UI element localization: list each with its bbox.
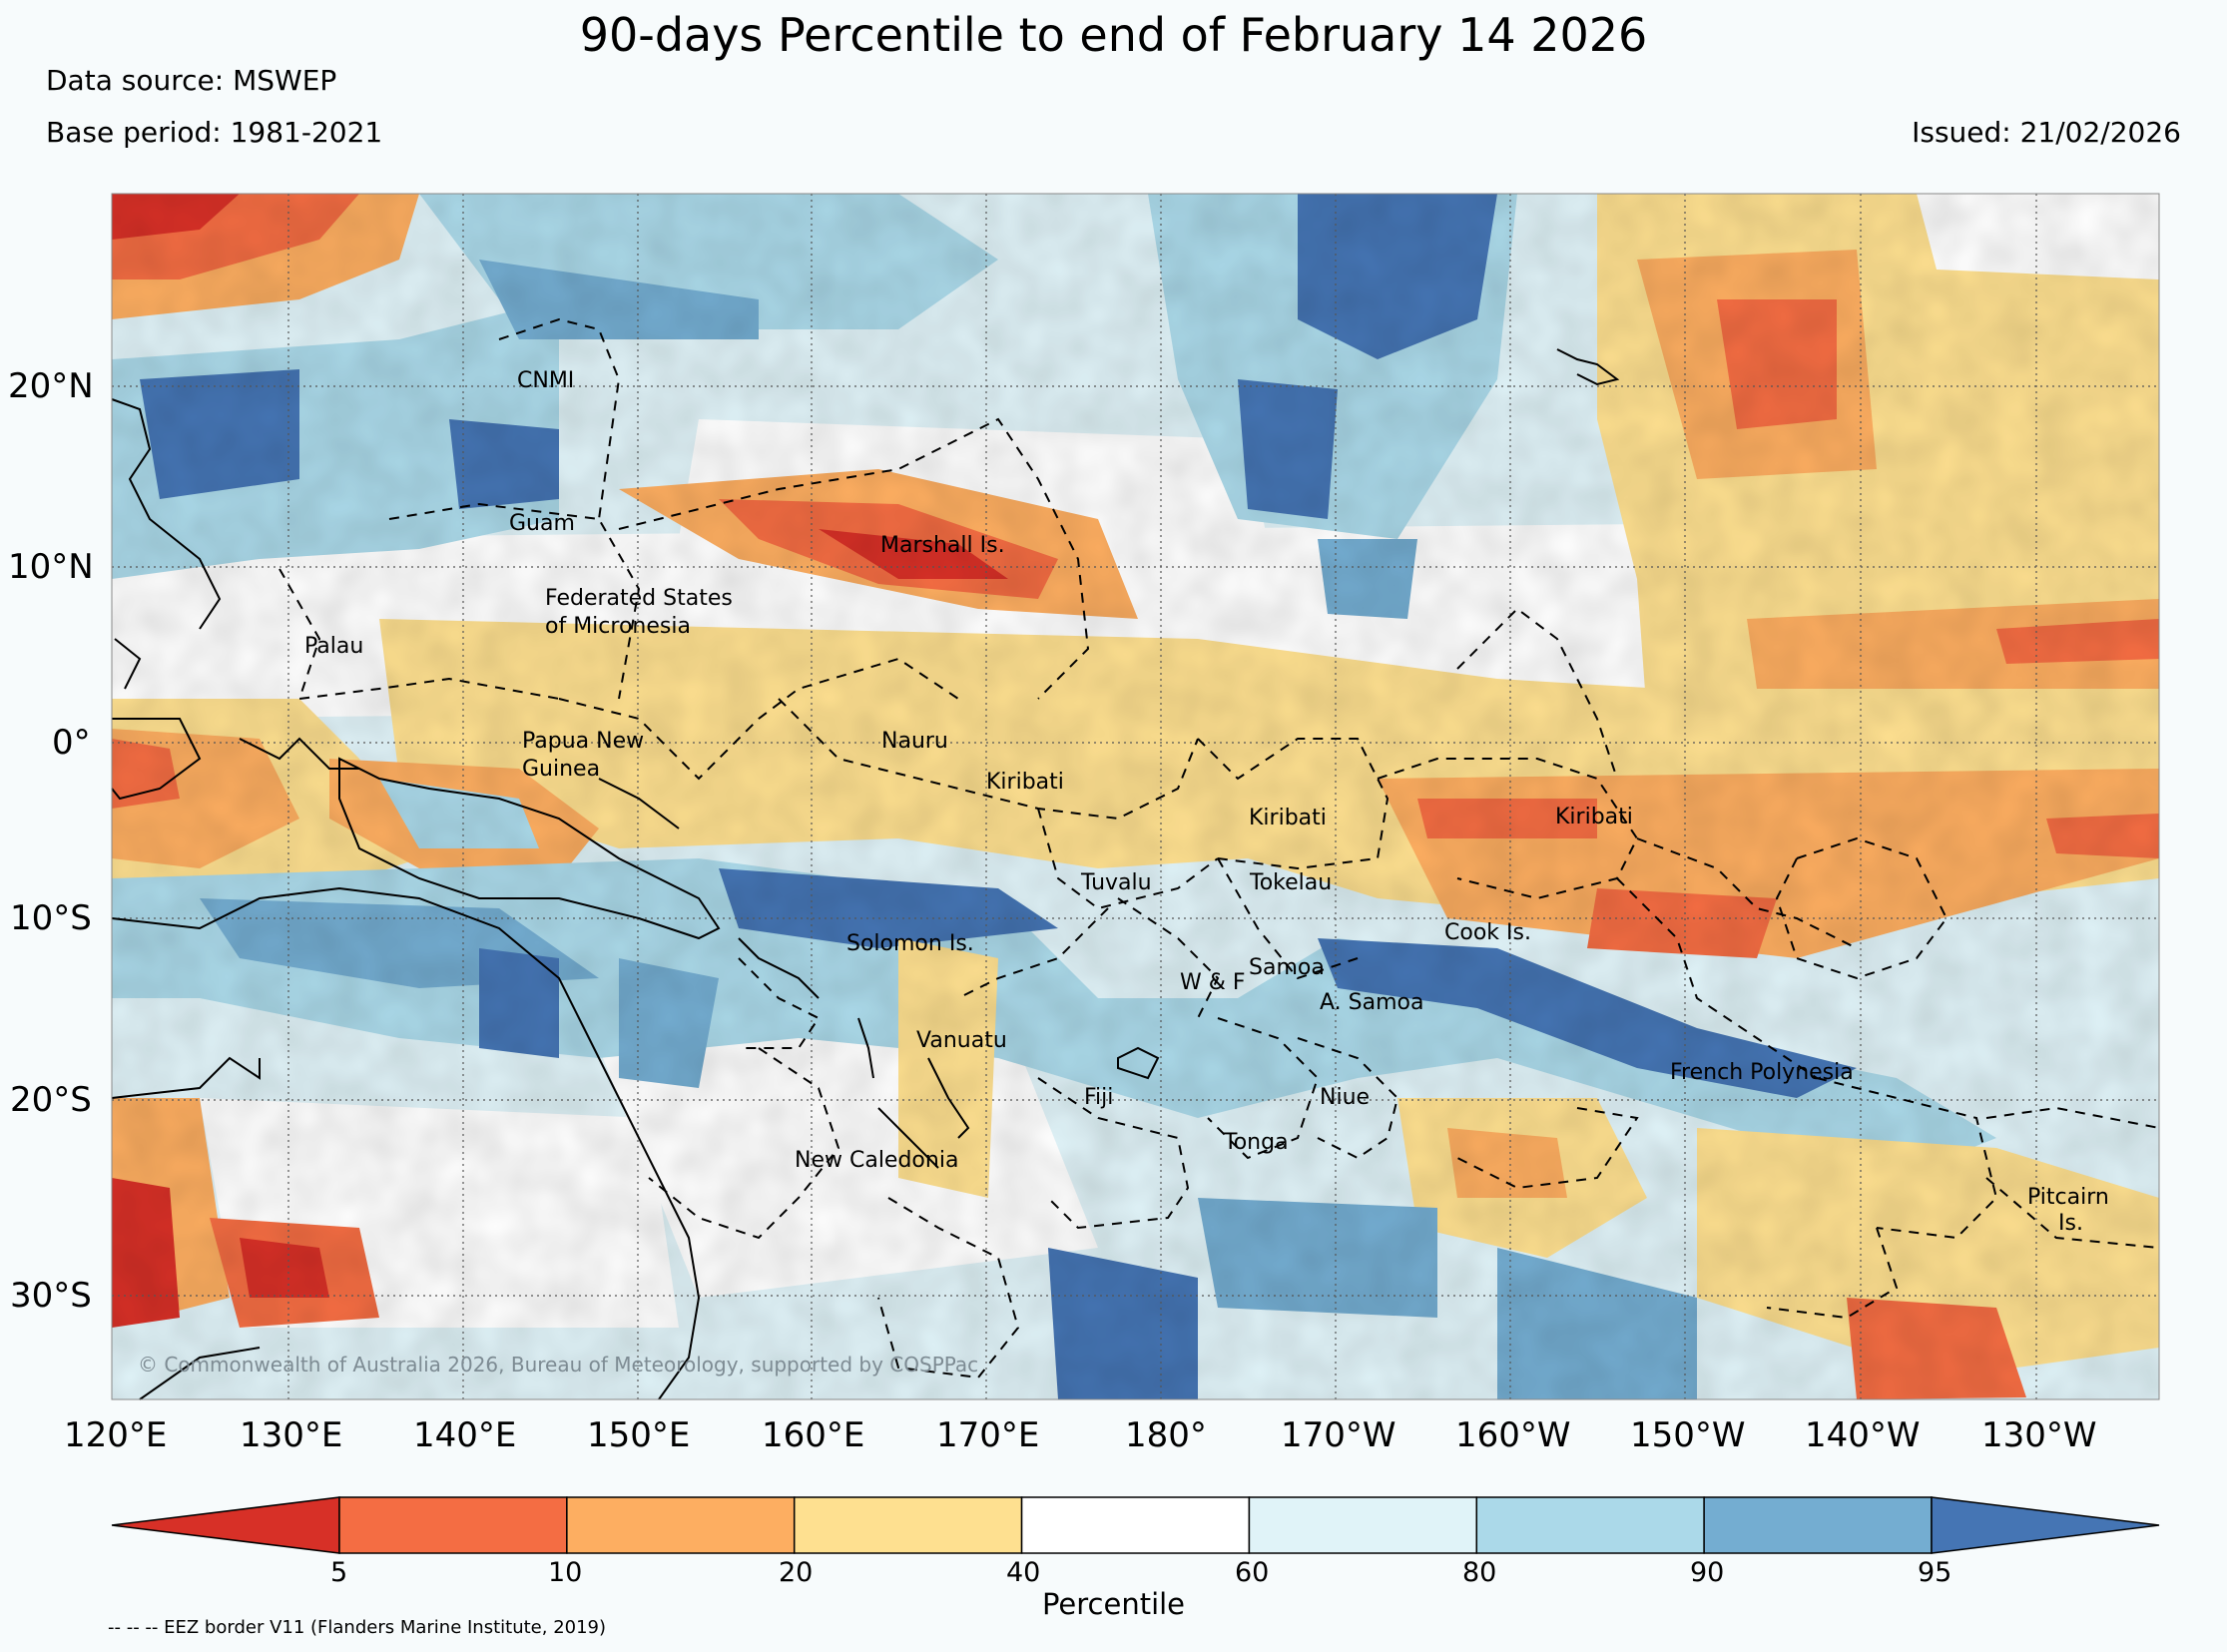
lon-tick-180: 180° — [1125, 1415, 1207, 1455]
lon-tick-160w: 160°W — [1455, 1415, 1571, 1455]
place-pitcairn-line1: Pitcairn — [2027, 1185, 2109, 1210]
place-marshall-is: Marshall Is. — [880, 533, 1005, 558]
place-fsm-line1: Federated States — [545, 586, 733, 611]
cb-tick-20: 20 — [779, 1557, 814, 1588]
cb-tick-90: 90 — [1690, 1557, 1725, 1588]
cb-tick-5: 5 — [330, 1557, 348, 1588]
place-cook-is: Cook Is. — [1444, 920, 1531, 945]
place-nauru: Nauru — [881, 729, 948, 754]
place-png-line1: Papua New — [522, 729, 644, 754]
lon-tick-150w: 150°W — [1630, 1415, 1746, 1455]
lat-tick-0: 0° — [52, 723, 91, 763]
place-french-polynesia: French Polynesia — [1670, 1060, 1854, 1085]
lat-tick-20n: 20°N — [8, 366, 94, 406]
cb-tick-80: 80 — [1462, 1557, 1497, 1588]
place-tuvalu: Tuvalu — [1080, 870, 1152, 895]
place-wallis-futuna: W & F — [1180, 970, 1246, 995]
lon-tick-140e: 140°E — [413, 1415, 517, 1455]
data-source: Data source: MSWEP — [46, 64, 337, 97]
copyright-notice: © Commonwealth of Australia 2026, Bureau… — [138, 1353, 979, 1377]
lat-tick-10n: 10°N — [8, 547, 94, 587]
place-american-samoa: A. Samoa — [1320, 990, 1423, 1015]
place-solomon-is: Solomon Is. — [846, 931, 974, 956]
cb-tick-95: 95 — [1918, 1557, 1952, 1588]
map-title: 90-days Percentile to end of February 14… — [579, 8, 1648, 62]
place-new-caledonia: New Caledonia — [795, 1148, 958, 1173]
place-fsm-line2: of Micronesia — [545, 614, 691, 639]
place-samoa: Samoa — [1249, 955, 1325, 980]
lon-tick-130w: 130°W — [1981, 1415, 2097, 1455]
lon-tick-130e: 130°E — [240, 1415, 343, 1455]
lon-tick-170e: 170°E — [936, 1415, 1040, 1455]
lat-tick-10s: 10°S — [10, 898, 92, 938]
place-pitcairn-line2: Is. — [2058, 1211, 2083, 1236]
place-tokelau: Tokelau — [1249, 870, 1332, 895]
cb-tick-40: 40 — [1006, 1557, 1041, 1588]
place-niue: Niue — [1320, 1085, 1370, 1110]
cb-tick-10: 10 — [548, 1557, 583, 1588]
place-png-line2: Guinea — [522, 757, 600, 782]
cb-tick-60: 60 — [1235, 1557, 1270, 1588]
lon-tick-160e: 160°E — [762, 1415, 865, 1455]
place-labels: CNMI Guam Marshall Is. Federated States … — [304, 368, 2109, 1236]
lon-tick-140w: 140°W — [1805, 1415, 1921, 1455]
place-tonga: Tonga — [1223, 1130, 1289, 1155]
place-cnmi: CNMI — [517, 368, 574, 393]
lon-tick-120e: 120°E — [64, 1415, 168, 1455]
precip-field — [112, 194, 2159, 1399]
place-guam: Guam — [509, 511, 575, 536]
colorbar-label: Percentile — [1041, 1587, 1186, 1621]
place-palau: Palau — [304, 634, 363, 659]
lon-tick-170w: 170°W — [1281, 1415, 1396, 1455]
lat-tick-20s: 20°S — [10, 1080, 92, 1120]
lat-tick-30s: 30°S — [10, 1276, 92, 1316]
lon-tick-150e: 150°E — [587, 1415, 691, 1455]
issued-date: Issued: 21/02/2026 — [1912, 116, 2181, 149]
coastlines — [111, 348, 1620, 1400]
place-kiribati-central: Kiribati — [1249, 806, 1327, 830]
base-period: Base period: 1981-2021 — [46, 116, 383, 149]
eez-border-note: -- -- -- EEZ border V11 (Flanders Marine… — [108, 1617, 607, 1638]
place-kiribati-east: Kiribati — [1555, 805, 1633, 829]
place-kiribati-west: Kiribati — [986, 770, 1064, 795]
place-fiji: Fiji — [1084, 1085, 1113, 1110]
place-vanuatu: Vanuatu — [916, 1028, 1007, 1053]
eez-borders — [278, 317, 2160, 1379]
